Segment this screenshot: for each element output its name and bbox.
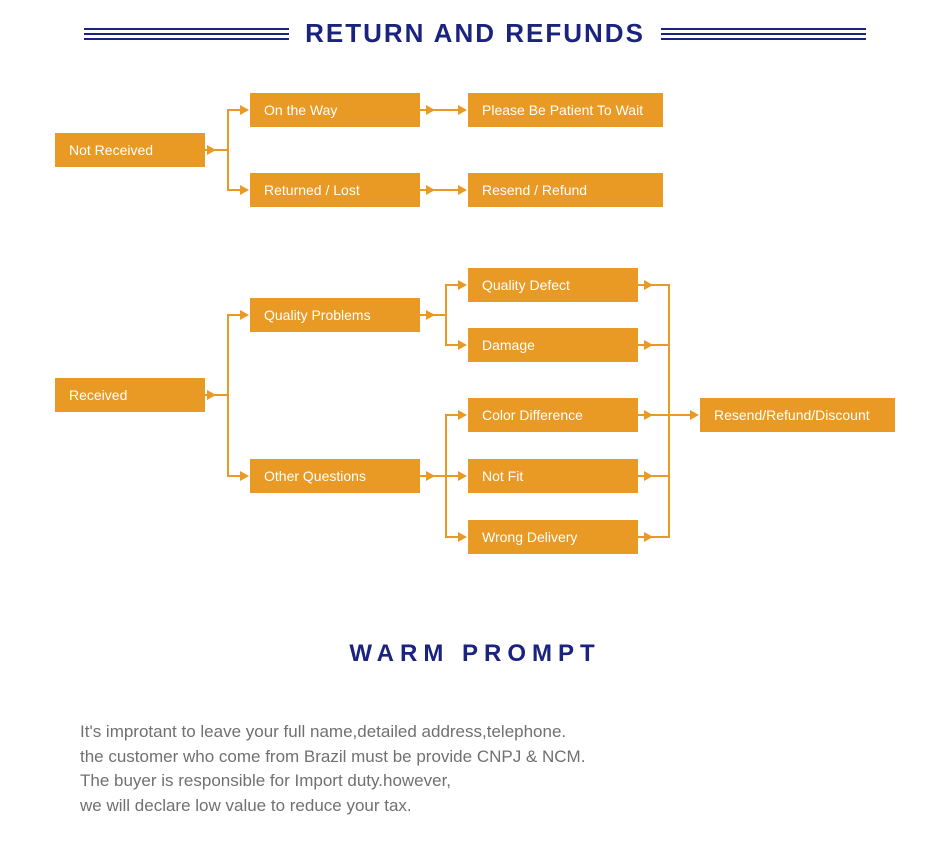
flow-arrow-icon — [426, 105, 435, 115]
flow-node-on-the-way: On the Way — [250, 93, 420, 127]
subtitle: WARM PROMPT — [0, 640, 950, 668]
flow-arrow-icon — [644, 532, 653, 542]
flow-arrow-icon — [426, 185, 435, 195]
prompt-line: we will declare low value to reduce your… — [80, 794, 880, 819]
flow-edge — [227, 189, 241, 191]
flow-edge — [638, 344, 668, 346]
flow-arrow-icon — [458, 340, 467, 350]
flow-arrow-icon — [644, 410, 653, 420]
flow-edge — [227, 314, 229, 477]
flow-arrow-icon — [240, 185, 249, 195]
flowchart: Not Received On the Way Please Be Patient … — [0, 0, 950, 600]
flow-node-wrong-delivery: Wrong Delivery — [468, 520, 638, 554]
flow-arrow-icon — [426, 471, 435, 481]
flow-arrow-icon — [240, 310, 249, 320]
prompt-line: The buyer is responsible for Import duty… — [80, 769, 880, 794]
flow-edge — [445, 414, 459, 416]
flow-arrow-icon — [426, 310, 435, 320]
flow-node-patient: Please Be Patient To Wait — [468, 93, 663, 127]
flow-edge — [668, 414, 690, 416]
flow-arrow-icon — [458, 280, 467, 290]
flow-edge — [445, 344, 459, 346]
flow-arrow-icon — [240, 105, 249, 115]
flow-node-not-fit: Not Fit — [468, 459, 638, 493]
flow-node-final: Resend/Refund/Discount — [700, 398, 895, 432]
flow-edge — [638, 475, 668, 477]
prompt-line: It's improtant to leave your full name,d… — [80, 720, 880, 745]
flow-arrow-icon — [644, 340, 653, 350]
flow-arrow-icon — [644, 280, 653, 290]
flow-edge — [227, 475, 241, 477]
flow-node-color-diff: Color Difference — [468, 398, 638, 432]
flow-arrow-icon — [458, 105, 467, 115]
flow-node-damage: Damage — [468, 328, 638, 362]
flow-edge — [638, 536, 668, 538]
flow-arrow-icon — [240, 471, 249, 481]
flow-edge — [445, 284, 459, 286]
flow-arrow-icon — [207, 145, 216, 155]
flow-edge — [445, 284, 447, 346]
flow-arrow-icon — [207, 390, 216, 400]
flow-edge — [227, 314, 241, 316]
flow-node-not-received: Not Received — [55, 133, 205, 167]
flow-arrow-icon — [458, 410, 467, 420]
flow-edge — [227, 109, 241, 111]
flow-node-resend-refund: Resend / Refund — [468, 173, 663, 207]
flow-edge — [445, 536, 459, 538]
flow-edge — [638, 414, 668, 416]
flow-arrow-icon — [458, 471, 467, 481]
flow-arrow-icon — [458, 532, 467, 542]
flow-node-returned-lost: Returned / Lost — [250, 173, 420, 207]
flow-node-received: Received — [55, 378, 205, 412]
flow-arrow-icon — [690, 410, 699, 420]
flow-arrow-icon — [644, 471, 653, 481]
prompt-text: It's improtant to leave your full name,d… — [80, 720, 880, 819]
flow-arrow-icon — [458, 185, 467, 195]
flow-edge — [227, 109, 229, 191]
flow-edge — [668, 284, 670, 538]
flow-node-other-questions: Other Questions — [250, 459, 420, 493]
flow-node-quality-defect: Quality Defect — [468, 268, 638, 302]
prompt-line: the customer who come from Brazil must b… — [80, 745, 880, 770]
flow-node-quality-problems: Quality Problems — [250, 298, 420, 332]
flow-edge — [638, 284, 668, 286]
flow-edge — [445, 475, 459, 477]
